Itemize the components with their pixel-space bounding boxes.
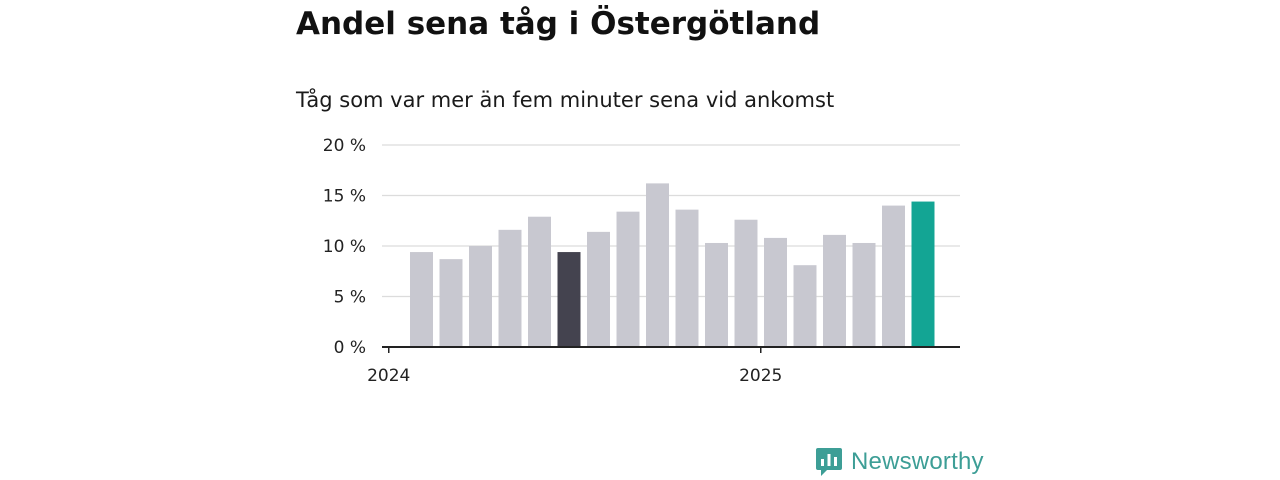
bar — [911, 201, 935, 347]
bar — [587, 231, 610, 347]
bar — [793, 265, 817, 347]
bar — [675, 209, 699, 347]
x-axis-labels: 2024 2025 — [367, 366, 782, 386]
chart-subtitle: Tåg som var mer än fem minuter sena vid … — [296, 88, 835, 112]
bar — [734, 219, 758, 347]
x-tick-label: 2024 — [367, 366, 410, 386]
bar — [498, 229, 522, 347]
bar — [528, 216, 551, 347]
x-axis — [382, 346, 960, 353]
brand-name: Newsworthy — [851, 448, 984, 475]
y-tick-label: 10 % — [323, 237, 366, 257]
bar-chart: 0 % 5 % 10 % 15 % 20 % 2024 2025 — [323, 136, 960, 386]
bar — [410, 252, 433, 347]
bar-chart-speech-bubble-icon — [816, 448, 842, 476]
brand-logo: Newsworthy — [815, 446, 984, 478]
bar — [705, 242, 728, 347]
bar — [469, 246, 492, 347]
y-tick-label: 5 % — [334, 288, 366, 308]
y-tick-label: 20 % — [323, 136, 366, 156]
bar — [616, 211, 640, 347]
chart-title: Andel sena tåg i Östergötland — [296, 6, 821, 42]
bar — [439, 259, 463, 347]
bar — [557, 252, 581, 347]
bar — [882, 205, 905, 347]
bars — [410, 183, 935, 347]
y-tick-label: 15 % — [323, 187, 366, 207]
bar — [823, 234, 846, 347]
x-tick-label: 2025 — [739, 366, 782, 386]
y-axis-labels: 0 % 5 % 10 % 15 % 20 % — [323, 136, 366, 358]
bar — [646, 183, 669, 347]
bar — [852, 242, 876, 347]
y-tick-label: 0 % — [334, 338, 366, 358]
bar — [764, 237, 787, 347]
